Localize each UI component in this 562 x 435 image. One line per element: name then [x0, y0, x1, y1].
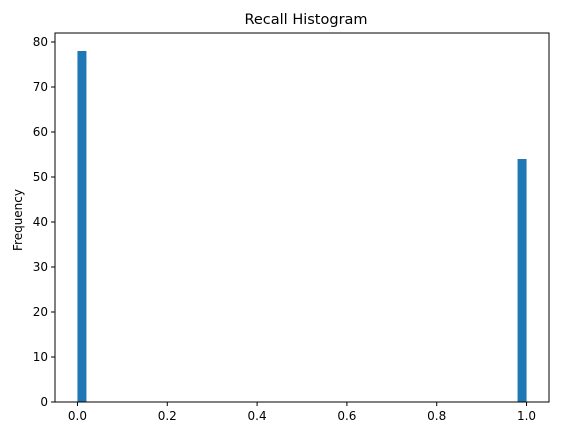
- x-tick-label: 0.8: [427, 409, 446, 423]
- y-tick-label: 80: [33, 35, 48, 49]
- x-tick-label: 1.0: [517, 409, 536, 423]
- y-tick-label: 40: [33, 215, 48, 229]
- y-tick-label: 50: [33, 170, 48, 184]
- y-axis-ticks: 0 10 20 30 40 50 60 70 80: [33, 35, 55, 409]
- y-tick-label: 30: [33, 260, 48, 274]
- histogram-bar-0: [77, 51, 87, 402]
- y-tick-label: 70: [33, 80, 48, 94]
- y-tick-label: 20: [33, 305, 48, 319]
- y-tick-label: 0: [40, 395, 48, 409]
- x-tick-label: 0.4: [248, 409, 267, 423]
- x-tick-label: 0.2: [158, 409, 177, 423]
- bars-group: [77, 51, 527, 402]
- y-tick-label: 10: [33, 350, 48, 364]
- y-axis-label: Frequency: [11, 189, 25, 251]
- histogram-bar-1: [517, 159, 527, 402]
- x-tick-label: 0.6: [337, 409, 356, 423]
- y-tick-label: 60: [33, 125, 48, 139]
- chart-title: Recall Histogram: [244, 12, 367, 28]
- plot-frame: [54, 32, 550, 403]
- x-tick-label: 0.0: [68, 409, 87, 423]
- x-axis-ticks: 0.0 0.2 0.4 0.6 0.8 1.0: [68, 402, 536, 423]
